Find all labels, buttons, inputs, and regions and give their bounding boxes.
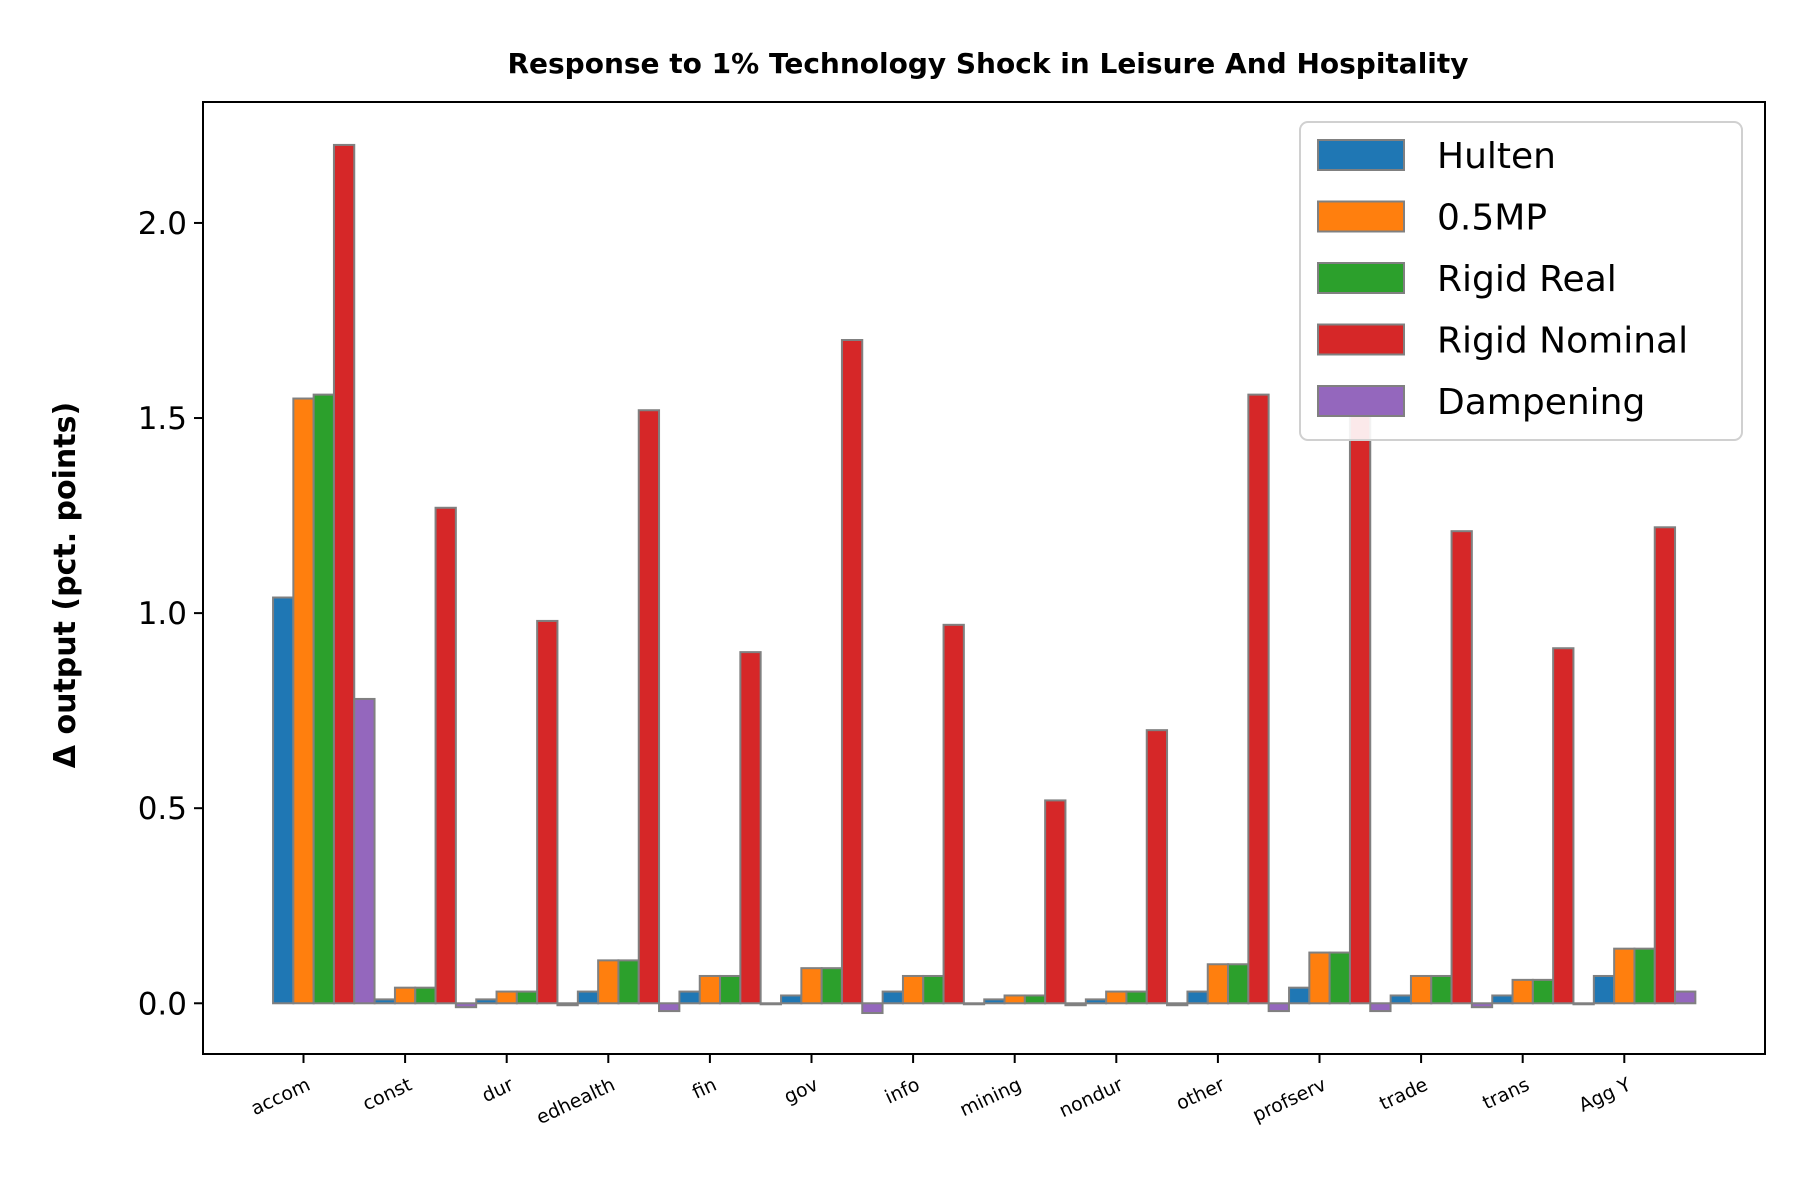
bar-0-5mp-mining: [1003, 994, 1026, 1005]
bar-0-5mp-dur: [495, 990, 518, 1005]
bar-dampening-info: [962, 1002, 986, 1006]
bar-rigid-nominal-nondur: [1145, 729, 1169, 1005]
bar-0-5mp-trans: [1511, 978, 1534, 1005]
bar-hulten-trade: [1389, 994, 1412, 1005]
bar-rigid-real-trade: [1430, 974, 1453, 1005]
bar-dampening-trans: [1572, 1002, 1595, 1006]
bar-rigid-real-nondur: [1125, 990, 1148, 1005]
y-axis-ticks: 0.0 0.5 1.0 1.5 2.0: [138, 206, 203, 1022]
chart-title: Response to 1% Technology Shock in Leisu…: [507, 47, 1468, 80]
y-axis-label: Δ output (pct. points): [48, 402, 83, 768]
bar-dampening-other: [1267, 1002, 1290, 1013]
y-tick-label: 1.0: [138, 596, 187, 632]
bar-hulten-profserv: [1288, 986, 1311, 1005]
bar-rigid-nominal-mining: [1044, 799, 1067, 1005]
bar-0-5mp-edhealth: [597, 959, 620, 1005]
bar-rigid-nominal-profserv: [1348, 409, 1372, 1005]
bar-0-5mp-fin: [698, 974, 722, 1005]
bar-0-5mp-nondur: [1105, 990, 1128, 1005]
legend-label: Hulten: [1437, 136, 1556, 177]
bar-hulten-const: [373, 998, 396, 1005]
bar-dampening-mining: [1064, 1002, 1087, 1007]
bar-0-5mp-gov: [800, 967, 823, 1005]
bar-rigid-real-info: [922, 974, 945, 1005]
legend-label: 0.5MP: [1437, 198, 1547, 239]
bar-rigid-real-fin: [719, 974, 742, 1005]
bar-dampening-gov: [861, 1002, 884, 1015]
bar-rigid-nominal-fin: [739, 651, 762, 1005]
bar-rigid-real-gov: [820, 967, 843, 1005]
bar-hulten-agg-y: [1592, 974, 1616, 1005]
legend-label: Dampening: [1437, 382, 1645, 423]
bar-0-5mp-other: [1206, 963, 1230, 1005]
bar-rigid-nominal-agg-y: [1653, 526, 1677, 1005]
bar-dampening-agg-y: [1674, 990, 1697, 1005]
bar-rigid-real-edhealth: [617, 959, 640, 1005]
bar-rigid-real-agg-y: [1633, 947, 1656, 1005]
bar-hulten-gov: [780, 994, 803, 1005]
bar-hulten-info: [881, 990, 904, 1005]
bar-0-5mp-info: [901, 974, 925, 1005]
y-tick-label: 0.0: [138, 986, 187, 1022]
bar-rigid-real-other: [1227, 963, 1250, 1005]
legend-swatch-rigid-nominal: [1317, 323, 1405, 356]
bar-rigid-nominal-other: [1247, 393, 1270, 1005]
bar-0-5mp-accom: [292, 397, 315, 1005]
bar-rigid-nominal-edhealth: [637, 409, 661, 1005]
bar-dampening-fin: [759, 1002, 782, 1006]
bar-rigid-real-dur: [515, 990, 539, 1005]
plot-frame: [202, 101, 1766, 1055]
bar-rigid-nominal-trade: [1450, 530, 1473, 1005]
bar-rigid-nominal-gov: [840, 339, 864, 1005]
bar-0-5mp-agg-y: [1613, 947, 1636, 1005]
bar-rigid-real-mining: [1023, 994, 1047, 1005]
legend-label: Rigid Nominal: [1437, 321, 1688, 362]
bar-rigid-real-trans: [1531, 978, 1555, 1005]
y-tick-label: 0.5: [138, 791, 187, 827]
bar-0-5mp-trade: [1409, 974, 1433, 1005]
legend-box: [1299, 121, 1743, 441]
bar-hulten-trans: [1491, 994, 1514, 1005]
bar-hulten-other: [1186, 990, 1209, 1005]
bar-rigid-real-const: [414, 986, 437, 1005]
bar-dampening-accom: [353, 697, 376, 1005]
bar-dampening-dur: [556, 1002, 579, 1007]
y-tick-label: 1.5: [138, 401, 187, 437]
bar-dampening-profserv: [1369, 1002, 1392, 1013]
bar-0-5mp-profserv: [1308, 951, 1331, 1005]
bar-rigid-nominal-const: [434, 506, 457, 1005]
bar-rigid-real-profserv: [1328, 951, 1351, 1005]
legend-swatch-dampening: [1317, 385, 1405, 417]
legend-swatch-0-5mp: [1317, 200, 1405, 233]
legend: Hulten 0.5MP Rigid Real Rigid Nominal Dampen…: [1299, 121, 1743, 441]
bar-0-5mp-const: [393, 986, 417, 1005]
y-tick-label: 2.0: [138, 206, 187, 242]
bar-hulten-mining: [983, 998, 1006, 1005]
bar-dampening-edhealth: [658, 1002, 681, 1013]
bar-rigid-nominal-info: [942, 623, 965, 1005]
bar-rigid-nominal-accom: [332, 143, 356, 1005]
bar-rigid-real-accom: [312, 393, 335, 1005]
bars: [272, 143, 1697, 1015]
legend-swatch-rigid-real: [1317, 262, 1405, 294]
bar-hulten-dur: [475, 998, 498, 1005]
bar-hulten-nondur: [1084, 998, 1108, 1005]
legend-label: Rigid Real: [1437, 259, 1617, 300]
bar-hulten-accom: [272, 596, 295, 1005]
bar-hulten-fin: [678, 990, 701, 1005]
bar-dampening-nondur: [1166, 1002, 1189, 1007]
legend-swatch-hulten: [1317, 139, 1405, 171]
bar-rigid-nominal-dur: [536, 619, 559, 1005]
bar-dampening-const: [454, 1002, 478, 1009]
bar-rigid-nominal-trans: [1552, 647, 1575, 1005]
bar-dampening-trade: [1470, 1002, 1494, 1009]
bar-hulten-edhealth: [576, 990, 600, 1005]
